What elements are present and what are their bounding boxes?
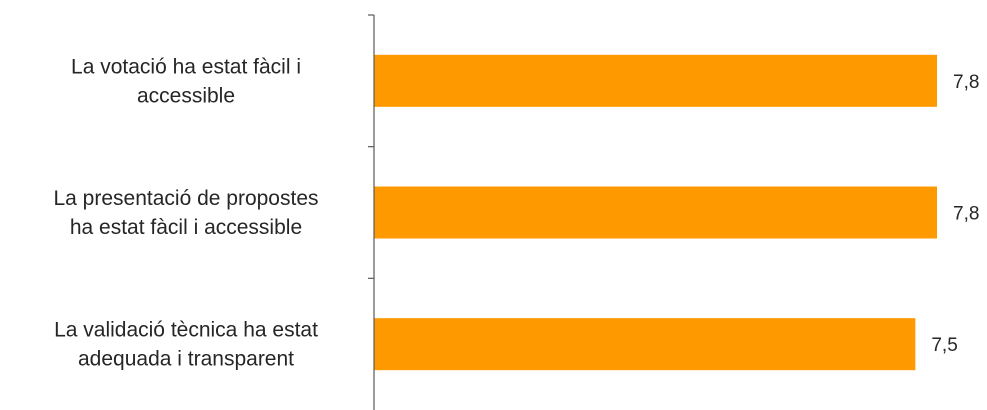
bars-group — [374, 54, 937, 371]
y-axis-group — [368, 14, 375, 410]
bar-2 — [374, 186, 937, 239]
bar-3 — [374, 318, 916, 371]
category-label-line: adequada i transparent — [78, 348, 294, 371]
category-label-line: La presentació de propostes — [53, 187, 318, 210]
category-labels-group: La votació ha estat fàcil i accessibleLa … — [53, 55, 318, 370]
bar-1 — [374, 54, 937, 107]
category-label-line: ha estat fàcil i accessible — [70, 216, 302, 239]
value-labels-group: 7,8 7,8 7,5 — [931, 72, 979, 356]
category-label-2: La presentació de propostes ha estat fàci… — [53, 187, 318, 239]
category-label-line: La votació ha estat fàcil i — [71, 55, 301, 78]
category-label-line: accessible — [137, 84, 235, 107]
category-label-1: La votació ha estat fàcil i accessible — [71, 55, 301, 107]
data-label-3: 7,5 — [931, 335, 957, 356]
data-label-2: 7,8 — [953, 204, 979, 225]
category-label-3: La validació tècnica ha estat adequada i … — [54, 319, 318, 371]
data-label-1: 7,8 — [953, 72, 979, 93]
category-label-line: La validació tècnica ha estat — [54, 319, 318, 342]
